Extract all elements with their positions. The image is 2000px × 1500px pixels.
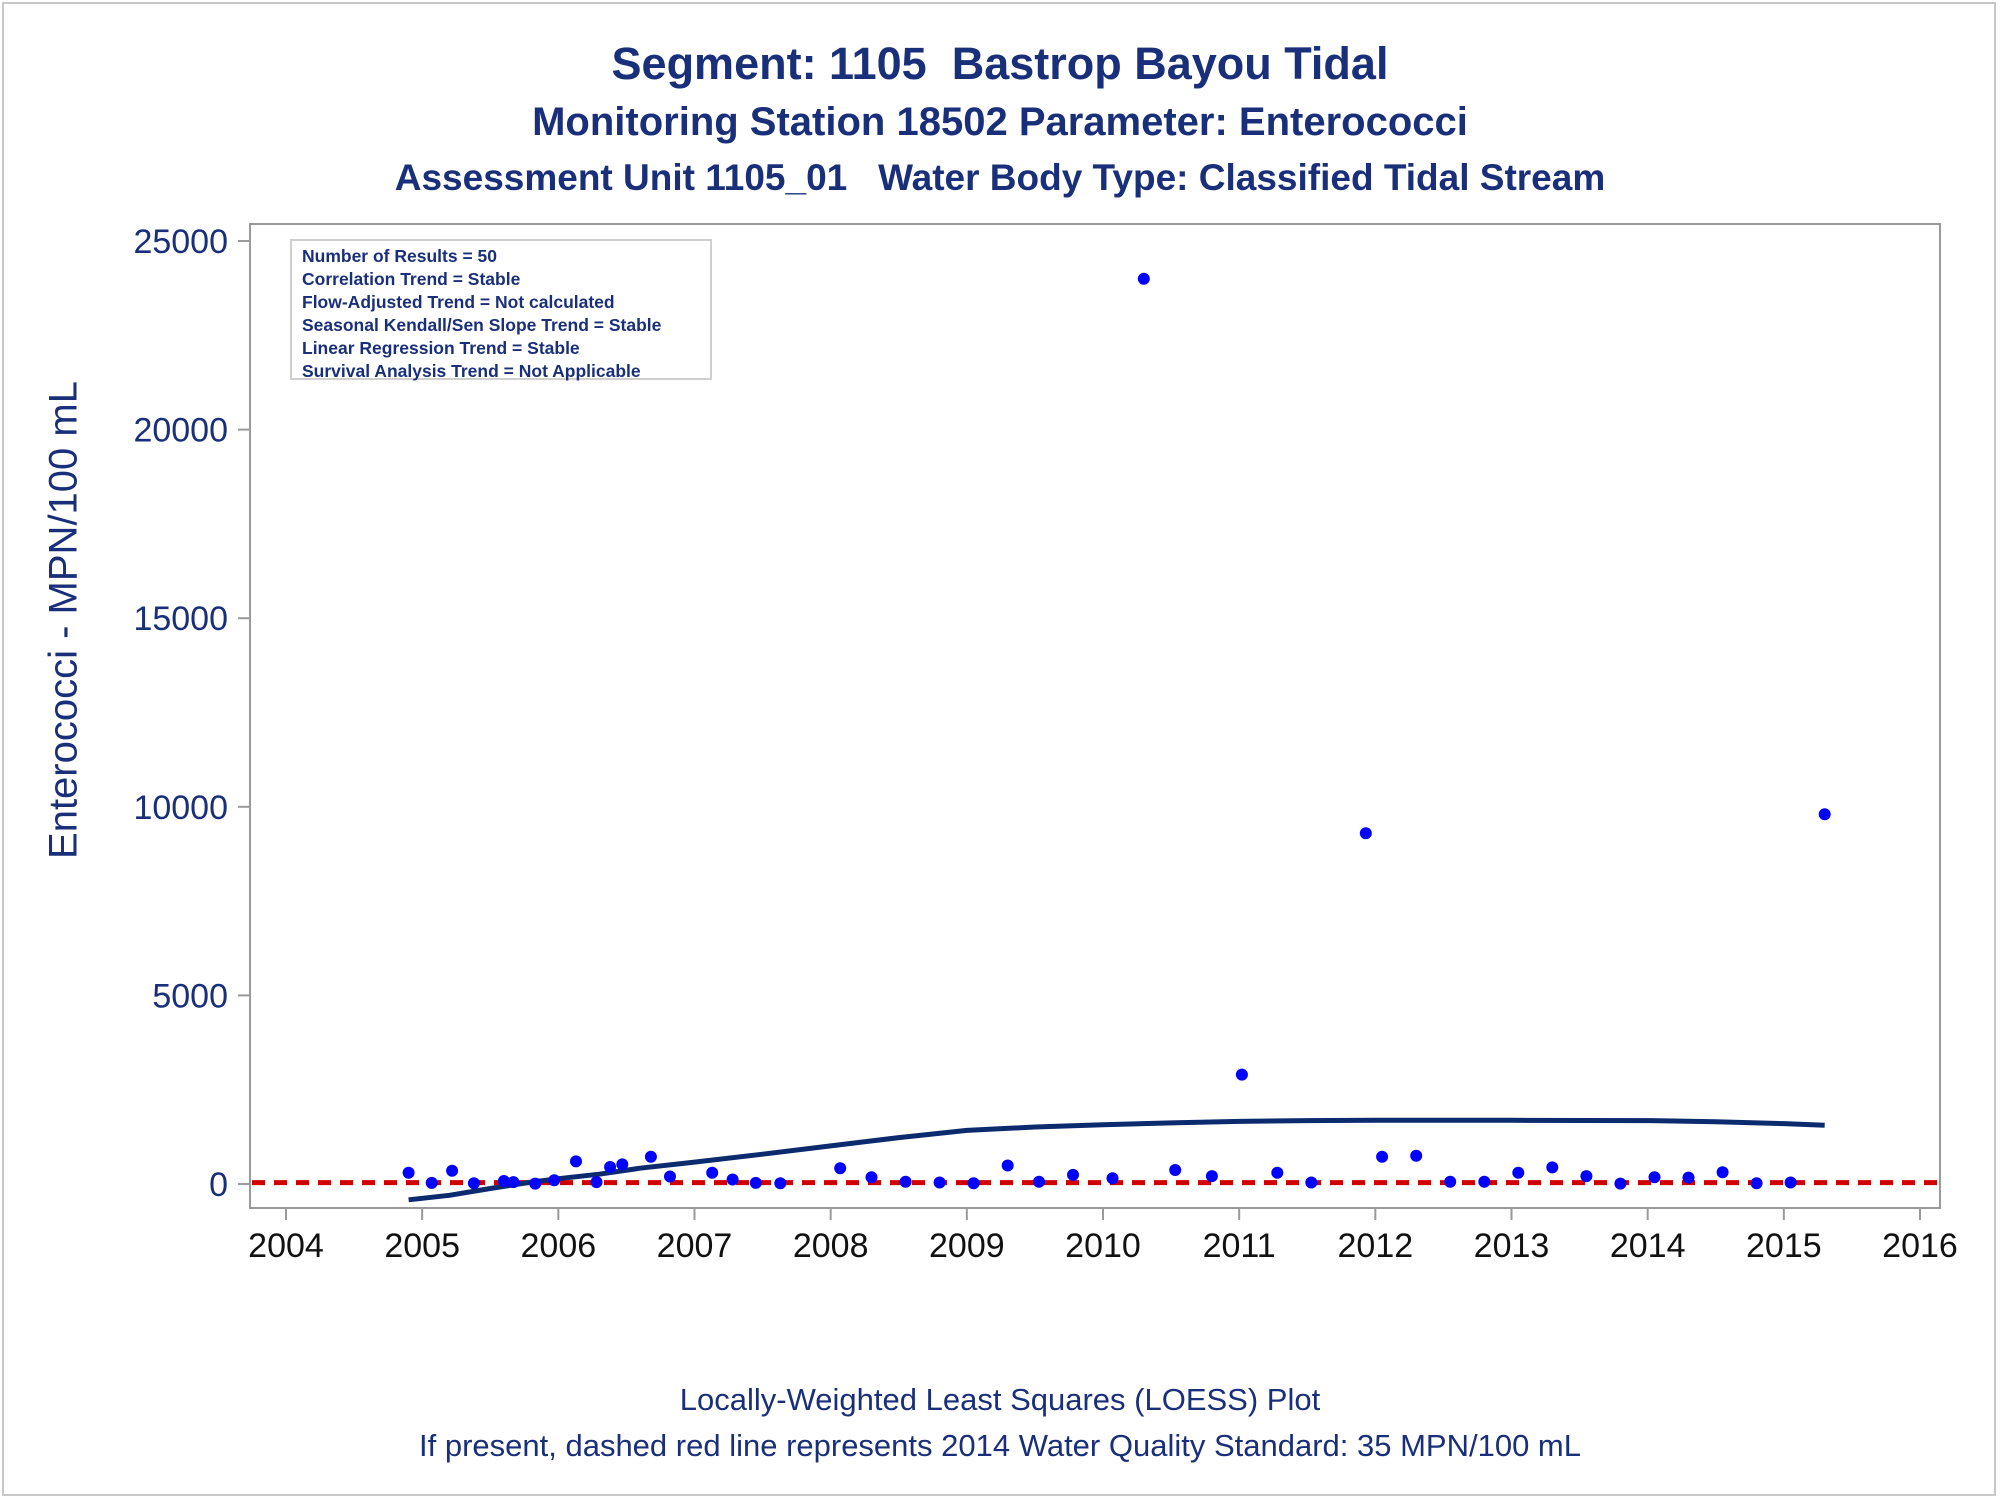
- data-point: [834, 1162, 847, 1175]
- plot-frame: [249, 223, 1941, 1209]
- data-point: [497, 1175, 510, 1187]
- data-point: [1235, 1068, 1248, 1081]
- data-point: [1169, 1164, 1182, 1176]
- footnote-loess: Locally-Weighted Least Squares (LOESS) P…: [679, 1382, 1321, 1417]
- y-tick-label: 5000: [152, 977, 228, 1015]
- data-point: [402, 1166, 415, 1179]
- data-point: [570, 1155, 582, 1168]
- stats-line: Seasonal Kendall/Sen Slope Trend = Stabl…: [302, 315, 662, 335]
- data-point: [507, 1176, 520, 1189]
- stats-box: Number of Results = 50 Correlation Trend…: [290, 239, 712, 381]
- x-tick-label: 2013: [1474, 1227, 1550, 1265]
- data-point: [749, 1176, 762, 1189]
- data-point: [1750, 1177, 1763, 1190]
- data-point: [1271, 1166, 1284, 1179]
- x-tick-label: 2012: [1338, 1227, 1414, 1265]
- chart-subtitle: Monitoring Station 18502 Parameter: Ente…: [532, 100, 1468, 144]
- data-point: [899, 1175, 912, 1188]
- stats-line: Number of Results = 50: [302, 246, 497, 266]
- data-point: [933, 1176, 946, 1189]
- data-point: [1682, 1171, 1695, 1184]
- data-point: [1444, 1175, 1457, 1188]
- x-tick-label: 2009: [929, 1227, 1005, 1265]
- data-point: [1546, 1161, 1559, 1174]
- data-point: [1305, 1176, 1318, 1189]
- y-tick-label: 10000: [133, 789, 228, 827]
- data-point: [1716, 1166, 1729, 1179]
- data-point: [548, 1174, 561, 1187]
- y-tick-label: 15000: [133, 600, 228, 638]
- x-tick-label: 2007: [657, 1227, 733, 1265]
- data-point: [664, 1170, 676, 1183]
- data-point: [1106, 1172, 1119, 1185]
- data-point: [1359, 827, 1372, 840]
- data-point: [1033, 1175, 1045, 1188]
- data-point: [1137, 272, 1150, 285]
- data-point: [590, 1176, 603, 1189]
- data-point: [467, 1177, 480, 1190]
- data-point: [1648, 1171, 1661, 1184]
- x-tick-label: 2011: [1203, 1227, 1276, 1265]
- stats-line: Survival Analysis Trend = Not Applicable: [302, 361, 641, 381]
- data-point: [1410, 1149, 1423, 1162]
- x-tick-label: 2016: [1882, 1227, 1958, 1265]
- data-point: [1580, 1170, 1593, 1183]
- x-tick-label: 2008: [793, 1227, 869, 1265]
- data-point: [446, 1164, 459, 1177]
- data-point: [1512, 1166, 1525, 1179]
- stats-line: Correlation Trend = Stable: [302, 269, 521, 289]
- y-tick-label: 20000: [133, 412, 228, 450]
- x-tick-label: 2006: [521, 1227, 597, 1265]
- data-point: [425, 1176, 438, 1189]
- data-point: [616, 1158, 629, 1171]
- y-axis-label: Enterococci - MPN/100 mL: [41, 381, 86, 859]
- data-point: [865, 1171, 878, 1184]
- data-point: [644, 1150, 657, 1163]
- data-point: [1067, 1168, 1079, 1181]
- data-point: [1614, 1177, 1627, 1190]
- y-tick-label: 0: [209, 1166, 228, 1204]
- data-point: [774, 1177, 787, 1190]
- chart-title: Segment: 1105 Bastrop Bayou Tidal: [611, 38, 1389, 89]
- stats-line: Flow-Adjusted Trend = Not calculated: [302, 292, 615, 312]
- stats-line: Linear Regression Trend = Stable: [302, 338, 580, 358]
- x-tick-label: 2004: [248, 1227, 324, 1265]
- data-point: [1818, 808, 1831, 821]
- data-point: [1478, 1175, 1491, 1188]
- data-point: [529, 1177, 542, 1190]
- data-point: [1376, 1150, 1389, 1163]
- data-point: [1001, 1159, 1014, 1172]
- data-point: [706, 1166, 719, 1179]
- y-tick-label: 25000: [133, 223, 228, 261]
- data-point: [967, 1177, 980, 1190]
- x-tick-label: 2010: [1065, 1227, 1141, 1265]
- chart-subtitle-2: Assessment Unit 1105_01 Water Body Type:…: [394, 157, 1606, 198]
- data-point: [726, 1173, 739, 1186]
- x-tick-label: 2014: [1610, 1227, 1686, 1265]
- x-tick-label: 2005: [384, 1227, 460, 1265]
- data-point: [604, 1161, 617, 1173]
- data-point: [1205, 1170, 1218, 1183]
- x-tick-label: 2015: [1746, 1227, 1822, 1265]
- footnote-standard: If present, dashed red line represents 2…: [419, 1428, 1581, 1463]
- data-point: [1784, 1176, 1797, 1189]
